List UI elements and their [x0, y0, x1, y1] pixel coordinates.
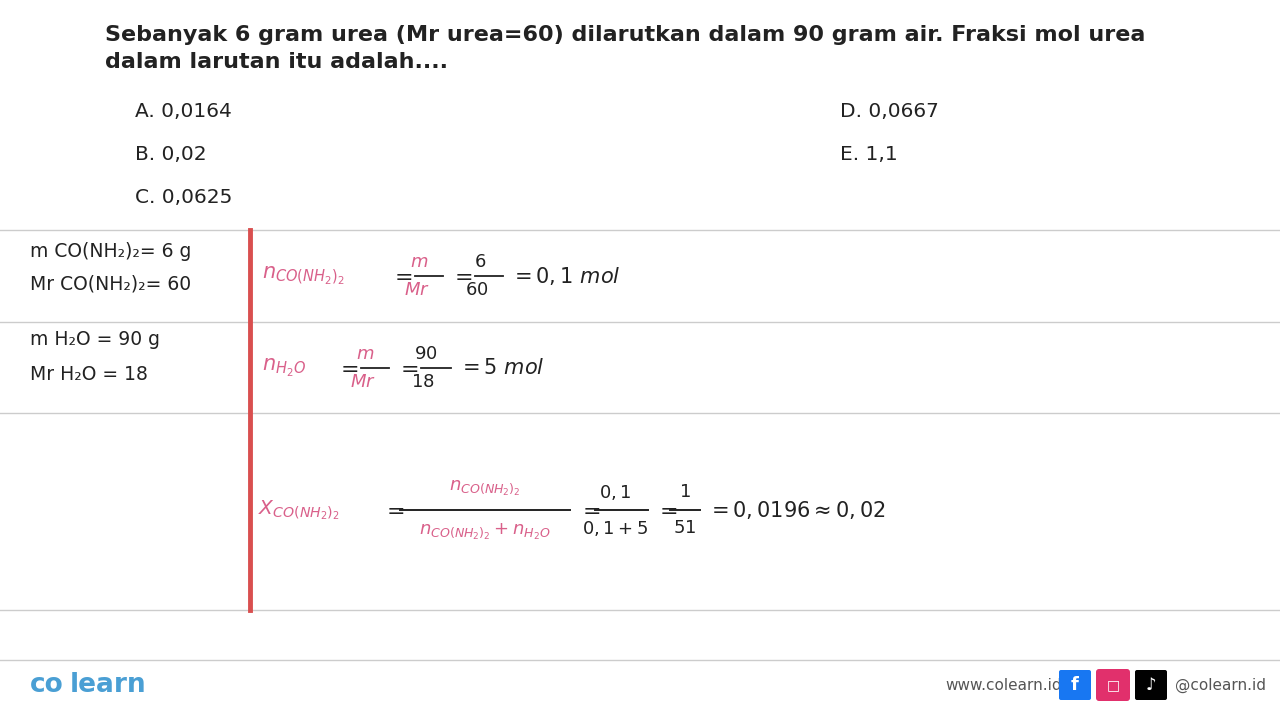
Text: $=$: $=$: [335, 358, 358, 378]
Text: learn: learn: [70, 672, 147, 698]
Text: $= 5\ \mathit{mol}$: $= 5\ \mathit{mol}$: [458, 358, 544, 378]
Text: A. 0,0164: A. 0,0164: [134, 102, 232, 121]
Text: $=$: $=$: [396, 358, 419, 378]
Text: $Mr$: $Mr$: [404, 281, 430, 299]
Text: $= 0,1\ \mathit{mol}$: $= 0,1\ \mathit{mol}$: [509, 265, 621, 287]
Text: f: f: [1071, 676, 1079, 694]
Text: $1$: $1$: [680, 483, 691, 501]
Text: C. 0,0625: C. 0,0625: [134, 188, 233, 207]
Text: www.colearn.id: www.colearn.id: [945, 678, 1061, 693]
Text: $18$: $18$: [411, 373, 435, 391]
Text: $m$: $m$: [410, 253, 428, 271]
Text: $X_{CO(NH_2)_2}$: $X_{CO(NH_2)_2}$: [259, 498, 339, 522]
Text: $0,1$: $0,1$: [599, 482, 631, 502]
Text: $= 0,0196 \approx 0,02$: $= 0,0196 \approx 0,02$: [707, 499, 886, 521]
Text: $51$: $51$: [673, 519, 696, 537]
Text: $60$: $60$: [465, 281, 489, 299]
Text: D. 0,0667: D. 0,0667: [840, 102, 938, 121]
Text: dalam larutan itu adalah....: dalam larutan itu adalah....: [105, 52, 448, 72]
Text: $n_{CO(NH_2)_2} + n_{H_2O}$: $n_{CO(NH_2)_2} + n_{H_2O}$: [419, 522, 550, 542]
Text: $Mr$: $Mr$: [349, 373, 376, 391]
Text: Sebanyak 6 gram urea (Mr urea=60) dilarutkan dalam 90 gram air. Fraksi mol urea: Sebanyak 6 gram urea (Mr urea=60) dilaru…: [105, 25, 1146, 45]
Text: $6$: $6$: [474, 253, 486, 271]
Text: Mr H₂O = 18: Mr H₂O = 18: [29, 365, 148, 384]
Text: $=$: $=$: [655, 500, 677, 520]
Text: $n_{CO(NH_2)_2}$: $n_{CO(NH_2)_2}$: [449, 479, 521, 498]
Text: B. 0,02: B. 0,02: [134, 145, 206, 164]
Text: □: □: [1106, 678, 1120, 692]
Text: m CO(NH₂)₂= 6 g: m CO(NH₂)₂= 6 g: [29, 242, 192, 261]
Text: $n_{CO(NH_2)_2}$: $n_{CO(NH_2)_2}$: [262, 265, 344, 287]
FancyBboxPatch shape: [1059, 670, 1091, 700]
Text: $=$: $=$: [451, 266, 472, 286]
Text: $=$: $=$: [381, 500, 404, 520]
Text: $n_{H_2O}$: $n_{H_2O}$: [262, 357, 306, 379]
Text: E. 1,1: E. 1,1: [840, 145, 897, 164]
Text: ♪: ♪: [1146, 676, 1156, 694]
Text: Mr CO(NH₂)₂= 60: Mr CO(NH₂)₂= 60: [29, 275, 191, 294]
Text: $=$: $=$: [579, 500, 600, 520]
FancyBboxPatch shape: [1096, 669, 1130, 701]
Text: $m$: $m$: [356, 345, 374, 363]
FancyBboxPatch shape: [1135, 670, 1167, 700]
Text: $0,1 + 5$: $0,1 + 5$: [582, 518, 648, 538]
Text: co: co: [29, 672, 64, 698]
Text: $=$: $=$: [390, 266, 412, 286]
Text: $90$: $90$: [415, 345, 438, 363]
Text: @colearn.id: @colearn.id: [1175, 678, 1266, 693]
Text: m H₂O = 90 g: m H₂O = 90 g: [29, 330, 160, 349]
